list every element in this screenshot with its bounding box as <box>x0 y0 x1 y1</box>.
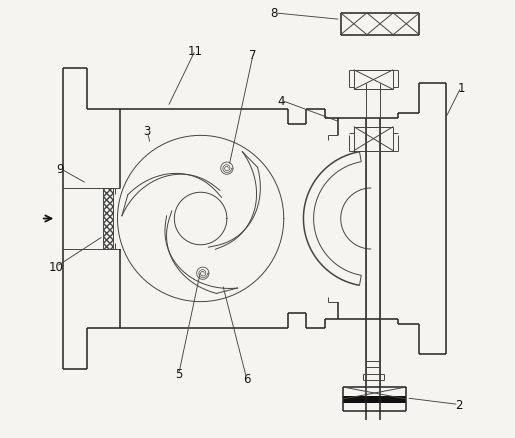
Text: 1: 1 <box>457 81 465 95</box>
Bar <box>104 188 113 250</box>
Text: 9: 9 <box>56 162 63 175</box>
Text: 7: 7 <box>249 49 257 62</box>
Text: 4: 4 <box>278 95 285 108</box>
Text: 2: 2 <box>455 398 462 411</box>
Text: 11: 11 <box>188 44 203 57</box>
Text: 10: 10 <box>49 261 64 273</box>
Bar <box>343 396 406 403</box>
Text: 6: 6 <box>243 372 250 385</box>
Text: 8: 8 <box>270 7 278 20</box>
Text: 3: 3 <box>144 125 151 138</box>
Text: 5: 5 <box>175 367 182 381</box>
